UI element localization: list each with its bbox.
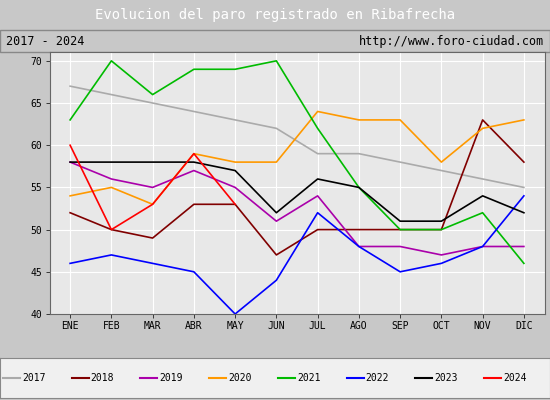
Text: 2020: 2020 bbox=[228, 373, 252, 383]
Text: 2023: 2023 bbox=[434, 373, 458, 383]
Text: http://www.foro-ciudad.com: http://www.foro-ciudad.com bbox=[359, 35, 544, 48]
Text: 2017: 2017 bbox=[22, 373, 46, 383]
Text: 2017 - 2024: 2017 - 2024 bbox=[6, 35, 84, 48]
Text: 2022: 2022 bbox=[366, 373, 389, 383]
Text: 2024: 2024 bbox=[503, 373, 527, 383]
Text: 2019: 2019 bbox=[160, 373, 183, 383]
Text: 2021: 2021 bbox=[297, 373, 321, 383]
Text: Evolucion del paro registrado en Ribafrecha: Evolucion del paro registrado en Ribafre… bbox=[95, 8, 455, 22]
Text: 2018: 2018 bbox=[91, 373, 114, 383]
